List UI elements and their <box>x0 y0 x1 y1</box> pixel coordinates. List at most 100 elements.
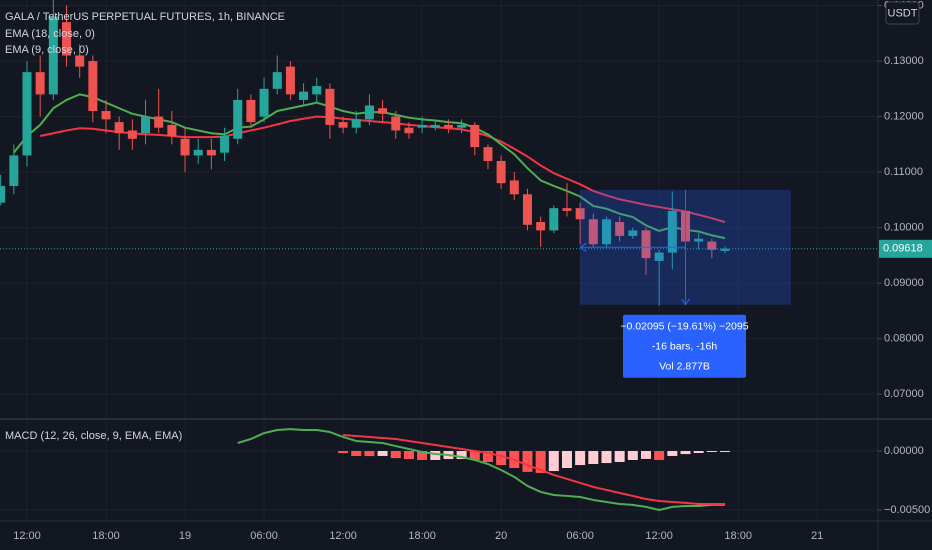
x-tick-label: 21 <box>811 530 823 542</box>
histogram-bar <box>390 451 401 459</box>
histogram-bar <box>403 451 414 460</box>
histogram-bar <box>640 451 651 459</box>
candle-body <box>246 99 256 123</box>
candle-body <box>496 160 506 184</box>
candle-body <box>325 88 335 125</box>
legend-entry: EMA (9, close, 0) <box>5 44 89 56</box>
candle-body <box>522 194 532 225</box>
price-pane <box>0 0 878 306</box>
y-tick-label: 0.09000 <box>884 277 924 289</box>
y-tick-label: 0.08000 <box>884 333 924 345</box>
candle-body <box>180 138 190 156</box>
candle-body <box>206 149 216 156</box>
chart-title: GALA / TetherUS PERPETUAL FUTURES, 1h, B… <box>5 11 285 23</box>
candle-body <box>601 219 611 245</box>
candle-body <box>549 208 559 231</box>
candle-body <box>88 61 98 112</box>
y-tick-label: −0.00500 <box>884 504 930 516</box>
histogram-bar <box>351 451 362 456</box>
candle-body <box>720 248 730 251</box>
candle-body <box>641 230 651 259</box>
histogram-bar <box>720 451 731 453</box>
histogram-bar <box>561 451 572 468</box>
histogram-bar <box>667 451 678 456</box>
candle-body <box>575 208 585 220</box>
x-tick-label: 18:00 <box>724 530 752 542</box>
candle-body <box>299 91 309 100</box>
candle-body <box>588 219 598 245</box>
histogram-bar <box>654 451 665 460</box>
candle-body <box>707 241 717 250</box>
candle-body <box>417 124 427 128</box>
candle-body <box>615 222 625 236</box>
histogram-bar <box>693 451 704 454</box>
candle-body <box>114 122 124 134</box>
histogram-bar <box>535 451 546 473</box>
x-tick-label: 20 <box>495 530 507 542</box>
measure-label-box <box>623 314 746 378</box>
histogram-bar <box>548 451 559 472</box>
histogram-bar <box>627 451 638 460</box>
candle-body <box>233 99 243 139</box>
x-tick-label: 18:00 <box>92 530 120 542</box>
candle-body <box>654 252 664 261</box>
measure-v-arrowhead <box>681 298 690 306</box>
candle-body <box>259 88 269 117</box>
y-tick-label: 0.10000 <box>884 222 924 234</box>
grid <box>0 0 878 520</box>
measure-label: -16 bars, -16h <box>652 341 718 353</box>
candle-body <box>483 147 493 161</box>
x-tick-label: 06:00 <box>250 530 278 542</box>
candle-body <box>48 16 58 95</box>
histogram-bar <box>430 451 441 460</box>
histogram-bar <box>469 451 480 460</box>
measure-h-arrowhead <box>579 242 587 252</box>
histogram-bar <box>417 451 428 460</box>
candle-body <box>272 72 282 89</box>
y-tick-label: 0.00000 <box>884 445 924 457</box>
macd-line <box>342 433 726 505</box>
candle-body <box>220 136 230 153</box>
macd-title: MACD (12, 26, close, 9, EMA, EMA) <box>5 430 182 442</box>
candle-body <box>509 180 519 195</box>
candle-body <box>364 105 374 120</box>
candle-body <box>22 72 32 156</box>
measure-label: −0.02095 (−19.61%) −2095 <box>620 321 748 333</box>
histogram-bar <box>456 451 467 460</box>
last-price-box <box>879 239 932 258</box>
measure-label: Vol 2.877B <box>659 361 710 373</box>
histogram-bar <box>601 451 612 464</box>
candle-body <box>430 124 440 128</box>
legend-entry: EMA (18, close, 0) <box>5 28 95 40</box>
x-tick-label: 19 <box>179 530 191 542</box>
candle-body <box>338 122 348 128</box>
candle-body <box>154 116 164 128</box>
x-tick-label: 12:00 <box>13 530 41 542</box>
histogram-bar <box>614 451 625 462</box>
candle-body <box>75 55 85 67</box>
candle-body <box>35 72 45 95</box>
candle-body <box>628 230 638 236</box>
candle-body <box>443 124 453 128</box>
currency-label[interactable]: USDT <box>888 7 918 19</box>
histogram-bar <box>364 451 375 457</box>
histogram-bar <box>496 451 507 466</box>
y-tick-label: 0.11000 <box>884 166 923 178</box>
histogram-bar <box>522 451 533 472</box>
y-tick-label: 0.12000 <box>884 110 924 122</box>
y-tick-label: 0.07000 <box>884 388 924 400</box>
candle-body <box>9 155 19 186</box>
currency-box[interactable] <box>885 1 920 25</box>
histogram-bar <box>680 451 691 455</box>
candle-body <box>457 124 467 128</box>
candle-body <box>101 111 111 120</box>
x-tick-label: 18:00 <box>408 530 436 542</box>
overlay: 0.09618 −0.02095 (−19.61%) −2095 -16 bars,… <box>620 239 932 378</box>
candle-body <box>141 116 151 134</box>
candle-body <box>470 124 480 148</box>
candle-body <box>127 130 137 139</box>
candle-body <box>285 66 295 95</box>
